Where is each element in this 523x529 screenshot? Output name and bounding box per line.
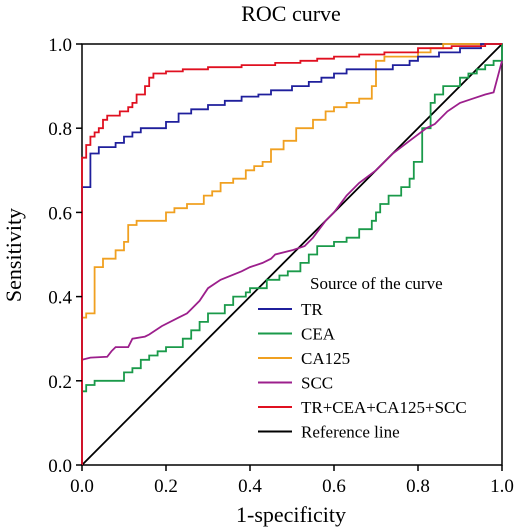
x-tick-label: 0.6: [322, 476, 346, 497]
series-line-cea: [82, 44, 503, 393]
x-tick-label: 0.8: [406, 476, 430, 497]
legend-label-reference-line: Reference line: [301, 423, 400, 442]
x-axis-title: 1-specificity: [236, 502, 346, 527]
y-axis-title: Sensitivity: [1, 208, 26, 302]
legend-items: TR CEA CA125 SCC TR+CEA+CA125+SCC Reference l…: [258, 300, 467, 442]
y-axis-ticks: 0.0 0.2 0.4 0.6 0.8 1.0: [48, 35, 82, 477]
legend-title: Source of the curve: [310, 274, 443, 293]
x-axis-ticks: 0.0 0.2 0.4 0.6 0.8 1.0: [70, 465, 514, 497]
series-line-ca125: [81, 43, 502, 465]
legend: Source of the curve TR CEA CA125 SCC TR+CEA+…: [258, 274, 467, 442]
series-line-tr: [81, 43, 502, 465]
y-tick-label: 0.2: [48, 372, 72, 393]
series-line-tr-cea-ca125-scc: [81, 43, 502, 465]
x-tick-label: 0.4: [238, 476, 262, 497]
y-tick-label: 0.8: [48, 119, 72, 140]
series-layer: [81, 43, 503, 466]
legend-label-scc: SCC: [301, 374, 333, 393]
legend-label-cea: CEA: [301, 325, 336, 344]
x-tick-label: 1.0: [490, 476, 514, 497]
series-line-reference-line: [81, 43, 503, 466]
series-line-scc: [81, 60, 503, 361]
y-tick-label: 0.0: [48, 456, 72, 477]
legend-label-tr: TR: [301, 300, 323, 319]
legend-label-ca125: CA125: [301, 349, 350, 368]
x-tick-label: 0.2: [154, 476, 178, 497]
x-tick-label: 0.0: [70, 476, 94, 497]
y-tick-label: 1.0: [48, 35, 72, 56]
y-tick-label: 0.6: [48, 203, 72, 224]
plot-area: [81, 43, 503, 466]
legend-label-tr-cea-ca125-scc: TR+CEA+CA125+SCC: [301, 398, 467, 417]
y-tick-label: 0.4: [48, 288, 72, 309]
chart-title: ROC curve: [241, 1, 341, 26]
